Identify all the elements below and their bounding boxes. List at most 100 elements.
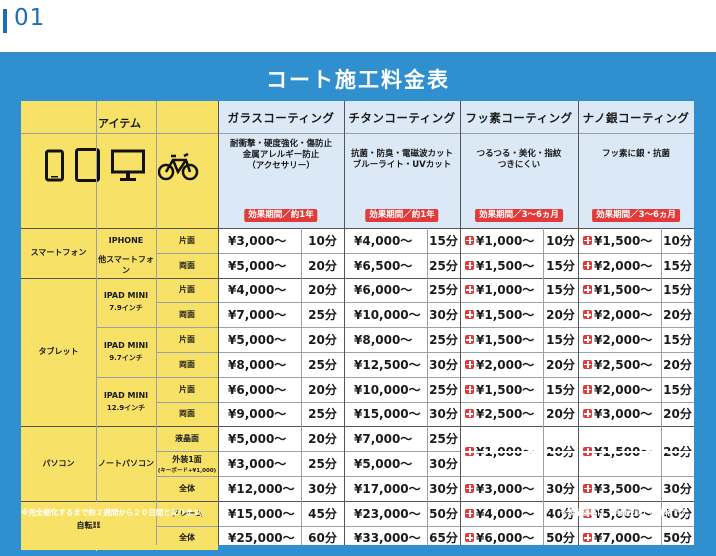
time-cell: 20分 — [308, 333, 337, 348]
device-cell: 他スマートフォン — [96, 252, 156, 278]
price-value: ¥1,000〜 — [476, 233, 535, 248]
grid-line — [543, 228, 544, 545]
device-name: IPAD MINI — [103, 390, 149, 400]
price-cell: ¥6,000〜 — [218, 377, 301, 402]
device-name: 他スマートフォン — [98, 255, 154, 276]
part-label: 片面 — [179, 285, 195, 295]
time-cell: 40分 — [663, 506, 692, 521]
effect-period-badge: 効果期間／3〜6ヵ月 — [475, 209, 563, 222]
price-cell: ¥4,000〜 — [344, 228, 427, 253]
time-cell: 20分 — [546, 407, 575, 422]
price-value: ¥5,000〜 — [228, 432, 287, 447]
service-description: 抗菌・防臭・電磁波カット ブルーライト・UVカット — [350, 149, 453, 170]
price-cell: ¥5,000〜 — [344, 451, 427, 476]
price-value: ¥6,500〜 — [354, 258, 413, 273]
time-cell: 25分 — [308, 407, 337, 422]
price-cell: ¥1,500〜 — [578, 228, 661, 253]
price-cell: ¥33,000〜 — [344, 526, 427, 551]
time-cell: 25分 — [429, 333, 458, 348]
plus-badge-icon — [465, 260, 474, 270]
price-table: アイテム ガラスコーティング 耐衝撃・硬度強化・傷防止 金属アレルギー防止 （アクセ… — [21, 101, 694, 552]
service-name: チタンコーティング — [348, 111, 456, 125]
grid-line — [301, 228, 302, 545]
service-header-0: ガラスコーティング 耐衝撃・硬度強化・傷防止 金属アレルギー防止 （アクセサリー）… — [218, 101, 344, 228]
price-value: ¥7,000〜 — [228, 308, 287, 323]
price-value: ¥17,000〜 — [354, 481, 421, 496]
grid-line — [96, 327, 694, 329]
category-pc: パソコン — [21, 426, 96, 501]
device-name: IPAD MINI — [103, 340, 149, 350]
section-marker — [3, 9, 7, 33]
price-value: ¥25,000〜 — [228, 531, 295, 546]
item-header: アイテム — [21, 101, 218, 228]
price-cell: ¥2,000〜 — [460, 352, 543, 377]
price-cell: ¥6,500〜 — [344, 253, 427, 278]
part-label: 両面 — [179, 260, 195, 270]
price-cell: ¥12,000〜 — [218, 476, 301, 501]
grid-line — [156, 252, 694, 254]
category-bicycle: 自転車 — [21, 500, 156, 551]
grid-line — [661, 228, 662, 545]
price-value: ¥1,500〜 — [594, 233, 653, 248]
price-value: ¥8,000〜 — [228, 357, 287, 372]
price-value: ¥1,000〜 — [476, 283, 535, 298]
part-note: (キーボード+¥1,000) — [157, 467, 217, 474]
part-cell: 片面 — [156, 228, 218, 253]
device-name: ノートパソコン — [98, 459, 154, 469]
price-value: ¥5,000〜 — [228, 333, 287, 348]
part-label: 液晶面 — [175, 434, 199, 444]
part-cell: 両面 — [156, 352, 218, 377]
plus-badge-icon — [465, 235, 474, 245]
service-divider — [218, 133, 344, 134]
price-value: ¥9,000〜 — [228, 407, 287, 422]
part-label: 片面 — [179, 235, 195, 245]
price-cell: ¥5,000〜 — [218, 253, 301, 278]
grid-line — [21, 228, 694, 229]
price-cell: ¥25,000〜 — [218, 526, 301, 551]
price-value: ¥2,000〜 — [594, 382, 653, 397]
price-value: ¥8,000〜 — [354, 333, 413, 348]
price-cell: ¥12,500〜 — [344, 352, 427, 377]
grid-line — [156, 476, 694, 477]
time-cell: 15分 — [663, 283, 692, 298]
price-cell: ¥3,500〜 — [578, 476, 661, 501]
device-name: IPHONE — [108, 235, 144, 245]
price-value: ¥15,000〜 — [354, 407, 421, 422]
price-value: ¥6,000〜 — [354, 283, 413, 298]
price-value: ¥1,500〜 — [476, 333, 535, 348]
note-tax: ※表示価格は「消費税別」の価格です。 — [559, 508, 694, 517]
time-cell: 50分 — [546, 531, 575, 546]
time-cell: 20分 — [663, 308, 692, 323]
plus-badge-icon — [583, 483, 592, 493]
part-label: 両面 — [179, 359, 195, 369]
price-value: ¥7,000〜 — [354, 432, 413, 447]
device-cell: IPAD MINI 12.9インチ — [96, 376, 156, 427]
price-value: ¥1,500〜 — [476, 258, 535, 273]
price-cell: ¥15,000〜 — [344, 402, 427, 427]
device-size: 9.7インチ — [109, 353, 143, 362]
price-cell: ¥7,000〜 — [218, 302, 301, 327]
price-value: ¥3,000〜 — [594, 407, 653, 422]
price-value: ¥5,000〜 — [228, 258, 287, 273]
device-cell: IPHONE — [96, 228, 156, 253]
page-title: コート施工料金表 — [266, 68, 450, 92]
time-cell: 20分 — [546, 308, 575, 323]
part-label: 全体 — [179, 533, 195, 543]
service-name: ガラスコーティング — [227, 111, 335, 125]
price-cell: ¥1,000〜 — [460, 278, 543, 303]
time-cell: 15分 — [663, 382, 692, 397]
time-cell: 30分 — [546, 481, 575, 496]
price-value: ¥1,500〜 — [594, 283, 653, 298]
price-value: ¥6,000〜 — [228, 382, 287, 397]
price-cell: ¥1,500〜 — [460, 253, 543, 278]
price-value: ¥2,000〜 — [594, 308, 653, 323]
price-cell: ¥15,000〜 — [218, 501, 301, 526]
time-cell: 30分 — [308, 481, 337, 496]
price-value: ¥2,000〜 — [476, 357, 535, 372]
price-value: ¥3,000〜 — [476, 481, 535, 496]
tablet-icon — [75, 148, 100, 182]
time-cell: 10分 — [663, 233, 692, 248]
price-cell: ¥5,000〜 — [578, 501, 661, 526]
price-cell: ¥10,000〜 — [344, 377, 427, 402]
grid-line — [156, 401, 694, 403]
